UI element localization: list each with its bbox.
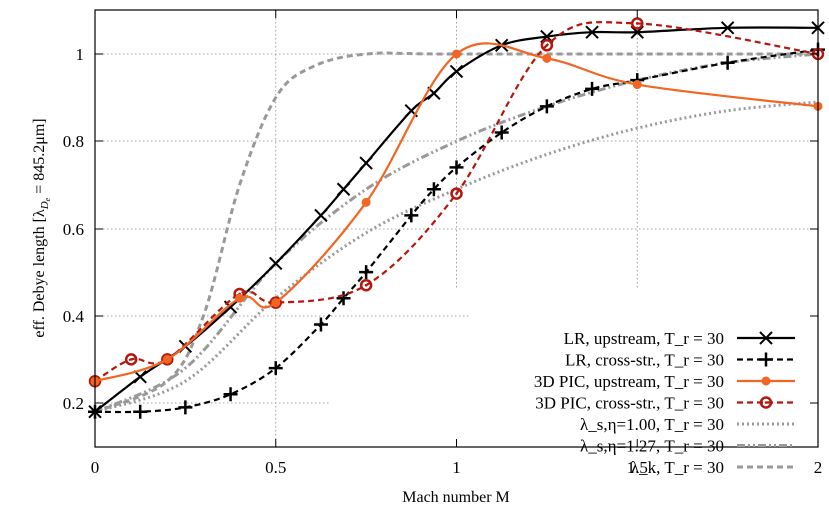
legend-label: λ_s,η=1.27, T_r = 30: [580, 437, 724, 456]
series-line: [94, 100, 819, 414]
y-tick: 0.6: [63, 220, 84, 239]
series-line: [90, 42, 823, 386]
legend-swatch: [737, 352, 795, 367]
svg-text:eff. Debye length [λDe = 845.: eff. Debye length [λDe = 845.2μm]: [31, 118, 52, 337]
y-tick-labels: 0.2 0.4 0.6 0.8 1: [63, 45, 85, 413]
series-line: [88, 42, 825, 419]
x-tick: 1: [452, 458, 461, 477]
y-tick: 0.2: [63, 394, 84, 413]
legend-label: 3D PIC, cross-str., T_r = 30: [535, 394, 724, 413]
legend-label: λ_k, T_r = 30: [631, 458, 724, 477]
legend-label: λ_s,η=1.00, T_r = 30: [580, 415, 724, 434]
x-tick: 1.5: [627, 458, 648, 477]
x-tick: 2: [814, 458, 823, 477]
y-tick: 0.4: [63, 307, 85, 326]
y-tick: 1: [76, 45, 85, 64]
y-tick: 0.8: [63, 132, 84, 151]
legend-swatch: [737, 396, 795, 409]
legend-label: LR, cross-str., T_r = 30: [565, 351, 724, 370]
axis-ticks: [95, 10, 818, 447]
x-tick-labels: 0 0.5 1 1.5 2: [91, 458, 823, 477]
y-axis-label: eff. Debye length [λDe = 845.2μm]: [31, 118, 52, 337]
legend-label: 3D PIC, upstream, T_r = 30: [534, 372, 724, 391]
series-line: [94, 51, 818, 414]
legend-swatch: [737, 376, 795, 386]
x-axis-label: Mach number M: [402, 489, 510, 506]
x-tick: 0: [91, 458, 100, 477]
legend-label: LR, upstream, T_r = 30: [564, 329, 724, 348]
legend: LR, upstream, T_r = 30 LR, cross-str., T_…: [534, 329, 795, 477]
series-line: [94, 52, 819, 414]
legend-swatch: [737, 331, 795, 345]
x-tick: 0.5: [265, 458, 286, 477]
series-layer: [88, 17, 825, 419]
